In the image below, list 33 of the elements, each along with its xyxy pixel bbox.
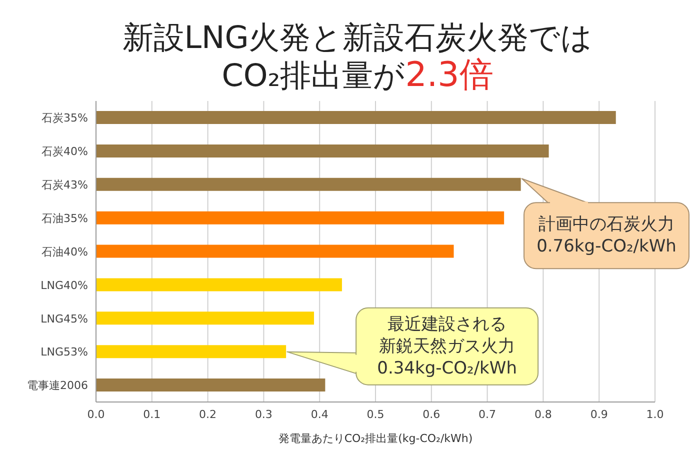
y-tick-label: 石炭40% bbox=[42, 145, 88, 158]
x-axis-title: 発電量あたりCO₂排出量(kg-CO₂/kWh) bbox=[278, 432, 473, 445]
x-tick-label: 0.6 bbox=[422, 408, 440, 421]
bar bbox=[96, 244, 454, 258]
bar bbox=[96, 111, 616, 124]
bar bbox=[96, 378, 326, 392]
x-tick-label: 0.7 bbox=[478, 408, 496, 421]
chart-subtitle: CO₂排出量が bbox=[222, 58, 406, 94]
bar bbox=[96, 144, 549, 158]
text: 2.3倍 bbox=[405, 55, 494, 95]
x-tick-label: 0.9 bbox=[590, 408, 608, 421]
chart-title: 新設LNG火発と新設石炭火発では bbox=[121, 19, 594, 57]
bar bbox=[96, 278, 342, 292]
y-tick-label: 電事連2006 bbox=[27, 379, 88, 392]
y-tick-label: 石炭35% bbox=[42, 112, 88, 125]
x-tick-label: 0.5 bbox=[366, 408, 384, 421]
x-tick-label: 0.1 bbox=[143, 408, 161, 421]
y-tick-label: LNG40% bbox=[40, 278, 88, 292]
y-tick-label: LNG45% bbox=[40, 312, 88, 326]
y-tick-label: 石油35% bbox=[42, 212, 88, 225]
x-tick-label: 0.3 bbox=[254, 408, 272, 421]
x-tick-label: 1.0 bbox=[646, 408, 664, 421]
annotation: 計画中の石炭火力 0.76kg-CO₂/kWh bbox=[536, 214, 676, 257]
bar bbox=[96, 312, 314, 325]
annotation: 最近建設される新鋭天然ガス火力 0.34kg-CO₂/kWh bbox=[377, 314, 517, 378]
x-tick-label: 0.8 bbox=[534, 408, 552, 421]
y-tick-label: LNG53% bbox=[40, 346, 88, 359]
y-tick-label: 石油40% bbox=[42, 245, 88, 258]
x-tick-label: 0.2 bbox=[199, 408, 217, 421]
x-tick-label: 0.0 bbox=[87, 408, 105, 421]
y-tick-label: 石炭43% bbox=[42, 178, 88, 192]
x-tick-label: 0.4 bbox=[310, 408, 328, 421]
bar bbox=[96, 211, 504, 224]
